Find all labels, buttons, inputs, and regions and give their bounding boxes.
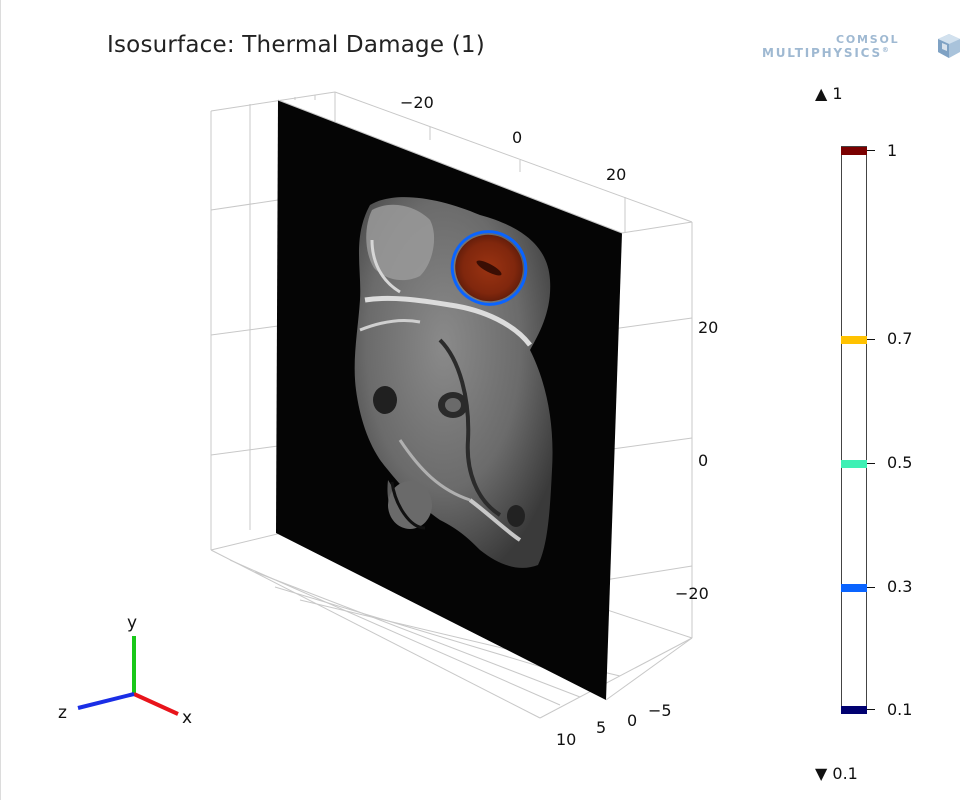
legend-level-label: 0.7 — [887, 329, 913, 348]
legend-stripe — [841, 706, 867, 714]
logo-line1: COMSOL — [836, 33, 900, 46]
plot-title: Isosurface: Thermal Damage (1) — [107, 32, 485, 58]
legend-tick — [867, 339, 875, 340]
x-tick-labels: −20 0 20 — [400, 93, 626, 184]
x-axis-label: x — [182, 708, 192, 728]
legend-stripe — [841, 147, 867, 155]
legend-level-label: 0.3 — [887, 577, 913, 596]
legend-stripe — [841, 584, 867, 592]
thermal-damage-isosurface — [450, 230, 528, 306]
z-tick-label: −5 — [648, 701, 672, 720]
legend-tick — [867, 709, 875, 710]
legend-level-label: 0.1 — [887, 700, 913, 719]
x-tick-label: 20 — [606, 165, 626, 184]
comsol-cube-icon — [938, 34, 960, 58]
legend-level-label: 1 — [887, 141, 898, 160]
z-axis-label: z — [58, 703, 67, 723]
y-tick-label: 20 — [698, 318, 718, 337]
color-legend — [841, 146, 867, 714]
bounding-box-front — [277, 99, 693, 701]
y-tick-labels: 20 0 −20 — [675, 318, 718, 603]
x-tick-label: −20 — [400, 93, 434, 112]
legend-level-label: 0.5 — [887, 453, 913, 472]
comsol-logo: COMSOL MULTIPHYSICS® — [762, 33, 962, 73]
x-tick-label: 0 — [512, 128, 522, 147]
legend-tick — [867, 150, 875, 151]
x-axis-arrow — [133, 692, 179, 716]
z-tick-label: 5 — [596, 718, 606, 737]
z-axis-arrow — [77, 692, 135, 710]
orientation-triad: y x z — [58, 613, 192, 728]
logo-line2: MULTIPHYSICS® — [762, 46, 891, 60]
legend-stripe — [841, 460, 867, 468]
z-tick-label: 10 — [556, 730, 576, 749]
y-tick-label: −20 — [675, 584, 709, 603]
z-tick-label: 0 — [627, 711, 637, 730]
legend-stripe — [841, 336, 867, 344]
legend-min-label: ▼ 0.1 — [815, 764, 858, 783]
legend-tick — [867, 463, 875, 464]
y-axis-label: y — [127, 613, 137, 633]
y-tick-label: 0 — [698, 451, 708, 470]
legend-tick — [867, 587, 875, 588]
legend-max-label: ▲ 1 — [815, 84, 843, 103]
z-tick-labels: 10 5 0 −5 — [556, 701, 672, 749]
